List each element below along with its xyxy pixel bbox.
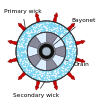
Polygon shape: [20, 25, 26, 31]
Polygon shape: [81, 40, 85, 44]
Wedge shape: [46, 58, 58, 70]
Polygon shape: [67, 25, 73, 31]
Polygon shape: [54, 86, 58, 90]
Polygon shape: [36, 80, 40, 87]
Polygon shape: [76, 41, 82, 45]
Polygon shape: [54, 13, 58, 16]
Text: Drain: Drain: [66, 60, 89, 67]
Polygon shape: [11, 41, 17, 45]
Polygon shape: [35, 13, 39, 16]
Text: Primary wick: Primary wick: [4, 9, 41, 28]
Wedge shape: [28, 36, 41, 49]
Wedge shape: [35, 58, 46, 70]
Polygon shape: [71, 23, 75, 27]
Polygon shape: [67, 72, 73, 78]
Text: Secondary wick: Secondary wick: [12, 81, 59, 98]
Wedge shape: [28, 46, 38, 57]
Circle shape: [38, 43, 55, 60]
Wedge shape: [28, 54, 41, 67]
Text: Bayonet: Bayonet: [53, 18, 96, 45]
Polygon shape: [18, 23, 22, 27]
Polygon shape: [20, 72, 26, 78]
Circle shape: [27, 32, 66, 71]
Polygon shape: [18, 76, 22, 80]
Polygon shape: [11, 58, 17, 62]
Polygon shape: [81, 59, 85, 63]
Polygon shape: [53, 80, 57, 87]
Polygon shape: [35, 86, 39, 90]
Polygon shape: [36, 16, 40, 22]
Wedge shape: [55, 46, 66, 57]
Polygon shape: [8, 40, 12, 44]
Polygon shape: [8, 59, 12, 63]
Polygon shape: [76, 58, 82, 62]
Polygon shape: [53, 16, 57, 22]
Wedge shape: [52, 36, 64, 49]
Wedge shape: [46, 32, 58, 44]
Wedge shape: [35, 32, 46, 44]
Polygon shape: [71, 76, 75, 80]
Circle shape: [42, 47, 51, 56]
Wedge shape: [52, 54, 64, 67]
